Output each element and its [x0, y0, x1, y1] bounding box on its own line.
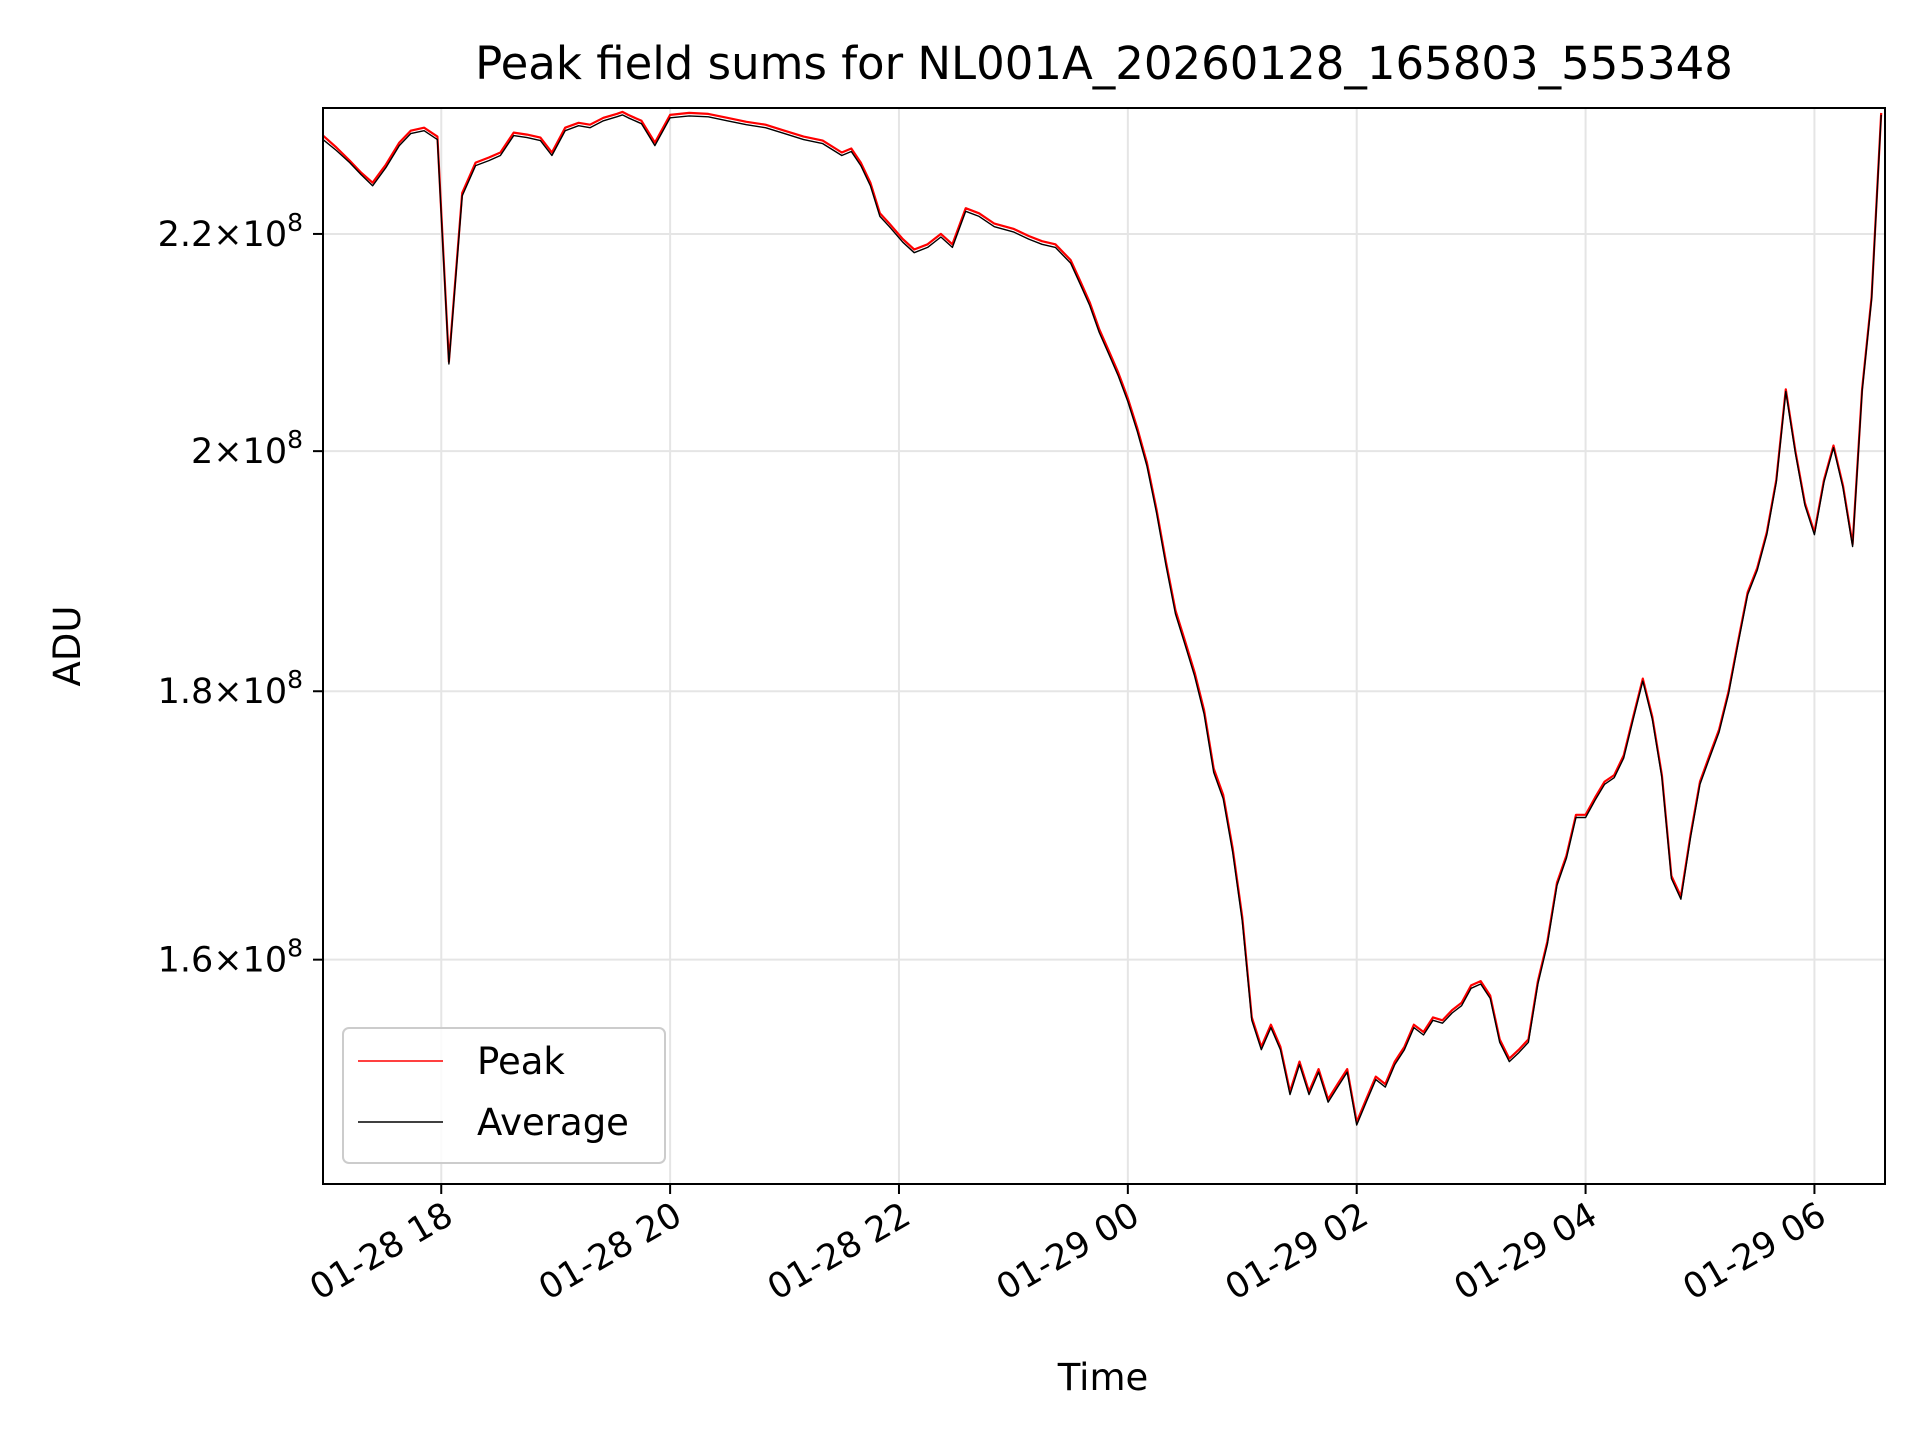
y-axis-label: ADU	[46, 606, 89, 687]
y-tick-label: 2×108	[191, 425, 303, 472]
legend: Peak Average	[342, 1027, 666, 1164]
chart-title: Peak field sums for NL001A_20260128_1658…	[475, 37, 1733, 90]
grid	[323, 108, 1885, 1184]
series-layer	[322, 110, 1883, 1126]
plot-frame	[322, 107, 1886, 1185]
y-axis: 1.6×108 1.8×108 2×108 2.2×108	[158, 208, 323, 981]
series-line-average	[322, 114, 1882, 1126]
y-tick-label: 1.6×108	[158, 934, 303, 981]
x-axis-label: Time	[1057, 1356, 1149, 1399]
y-tick-label: 2.2×108	[158, 208, 303, 255]
y-tick-label: 1.8×108	[158, 665, 303, 712]
legend-label-peak: Peak	[477, 1040, 565, 1083]
plot-area	[323, 108, 1885, 1184]
legend-label-average: Average	[477, 1101, 629, 1144]
